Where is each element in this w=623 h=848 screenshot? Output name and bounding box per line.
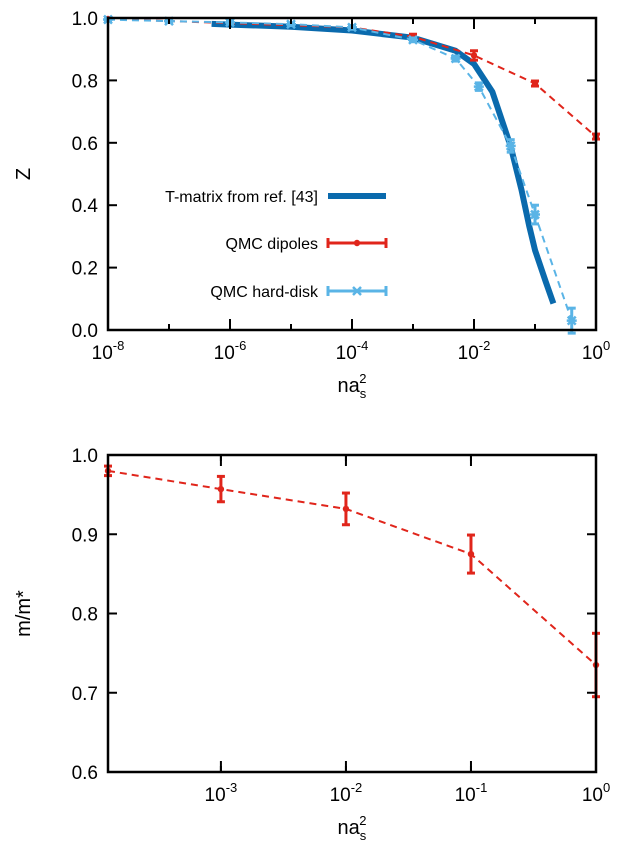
- z-chart: 0.0 0.2 0.4 0.6 0.8 1.0 10-8 10-6 10-4 10-2 100 nas…: [13, 9, 610, 401]
- y-tick-label: 0.6: [72, 134, 98, 155]
- x-tick-label: 10-2: [330, 780, 363, 806]
- y-tick-label: 1.0: [72, 446, 98, 467]
- x-tick-label: 10-2: [458, 338, 491, 364]
- x-tick-label: 10-6: [214, 338, 247, 364]
- data-point: [530, 209, 540, 220]
- effective-mass-chart: 0.6 0.7 0.8 0.9 1.0 10-3 10-2 10-1 100 nas2 m/m*: [13, 446, 610, 843]
- legend-label: QMC hard-disk: [210, 284, 319, 301]
- y-tick-label: 1.0: [72, 9, 98, 30]
- legend-label: QMC dipoles: [226, 236, 318, 253]
- data-point: [450, 53, 461, 64]
- legend-label: T-matrix from ref. [43]: [165, 189, 318, 206]
- legend-marker: [353, 239, 361, 247]
- series-line: [107, 17, 597, 138]
- y-tick-label: 0.2: [72, 259, 98, 280]
- data-point: [286, 19, 296, 30]
- x-tick-label: 100: [582, 780, 610, 806]
- legend: T-matrix from ref. [43] QMC dipoles QMC ha…: [165, 189, 388, 301]
- y-tick-label: 0.6: [72, 763, 98, 784]
- data-point: [505, 141, 516, 151]
- y-tick-label: 0.0: [72, 321, 98, 342]
- legend-marker: [352, 286, 362, 296]
- x-tick-label: 10-8: [92, 338, 125, 364]
- x-tick-label: 10-1: [455, 780, 488, 806]
- data-point: [342, 505, 350, 513]
- y-tick-label: 0.8: [72, 71, 98, 92]
- y-tick-label: 0.9: [72, 525, 98, 546]
- y-axis-label: Z: [13, 168, 35, 180]
- data-point: [408, 34, 418, 45]
- y-tick-label: 0.7: [72, 684, 98, 705]
- data-point: [531, 80, 539, 87]
- data-point: [467, 550, 475, 558]
- series-line: [211, 20, 557, 305]
- x-tick-label: 10-3: [205, 780, 238, 806]
- y-tick-label: 0.4: [72, 196, 99, 217]
- data-point: [217, 485, 225, 493]
- x-tick-label: 100: [582, 338, 610, 364]
- x-axis-label: nas2: [338, 813, 367, 843]
- y-axis-label: m/m*: [13, 590, 35, 637]
- x-tick-label: 10-4: [336, 338, 369, 364]
- data-point: [566, 315, 577, 326]
- y-tick-label: 0.8: [72, 605, 98, 626]
- data-point: [470, 52, 478, 59]
- series-0: [211, 20, 557, 305]
- x-axis-label: nas2: [338, 371, 367, 401]
- data-point: [473, 81, 484, 92]
